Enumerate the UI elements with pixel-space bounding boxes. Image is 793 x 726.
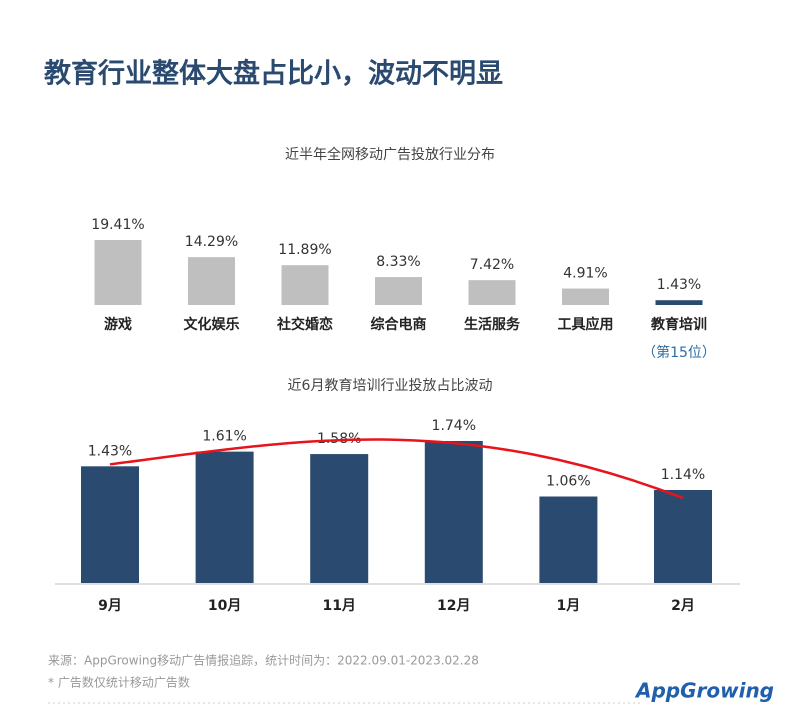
value-label: 14.29%	[185, 234, 238, 250]
value-label: 1.43%	[88, 443, 132, 459]
value-label: 1.14%	[661, 467, 705, 483]
bar	[655, 300, 703, 305]
value-label: 11.89%	[278, 242, 331, 258]
value-label: 1.61%	[202, 429, 246, 445]
x-tick-label: 1月	[557, 598, 581, 614]
x-tick-label: 11月	[322, 598, 355, 614]
bar	[188, 257, 235, 305]
bar	[195, 451, 254, 583]
source: 来源：AppGrowing移动广告情报追踪，统计时间为：2022.09.01-2…	[48, 653, 479, 668]
bar	[81, 466, 139, 583]
value-label: 4.91%	[563, 266, 607, 282]
x-tick-label: 游戏	[104, 316, 132, 333]
x-tick-label: 工具应用	[558, 316, 614, 333]
bar	[94, 239, 142, 305]
x-tick-label: 教育培训	[651, 316, 707, 333]
bar	[468, 280, 516, 305]
x-tick-label: 2月	[671, 598, 695, 614]
bar	[654, 489, 712, 583]
x-tick-label: 社交婚恋	[276, 316, 333, 333]
bar	[539, 496, 598, 583]
x-tick-label: 文化娱乐	[184, 316, 240, 333]
value-label: 1.74%	[432, 418, 476, 434]
trend-line	[109, 438, 684, 500]
bar	[424, 441, 483, 583]
chart-title: 近6月教育培训行业投放占比波动	[288, 378, 493, 394]
value-label: 1.43%	[657, 277, 701, 293]
value-label: 8.33%	[376, 254, 420, 270]
value-label: 7.42%	[470, 257, 514, 273]
logo: AppGrowing	[634, 679, 774, 703]
chart-title: 近半年全网移动广告投放行业分布	[285, 146, 495, 163]
x-tick-label: 9月	[98, 598, 122, 614]
annotation: （第15位）	[642, 344, 716, 361]
note: * 广告数仅统计移动广告数	[48, 675, 190, 690]
bar	[562, 288, 609, 305]
bar	[310, 454, 369, 583]
x-tick-label: 生活服务	[464, 316, 521, 333]
bar	[375, 277, 422, 305]
x-tick-label: 10月	[208, 598, 241, 614]
value-label: 19.41%	[91, 217, 144, 233]
value-label: 1.06%	[546, 474, 590, 490]
bar	[281, 265, 329, 305]
x-tick-label: 综合电商	[371, 316, 427, 333]
x-tick-label: 12月	[437, 598, 470, 614]
page-title: 教育行业整体大盘占比小，波动不明显	[44, 58, 503, 90]
